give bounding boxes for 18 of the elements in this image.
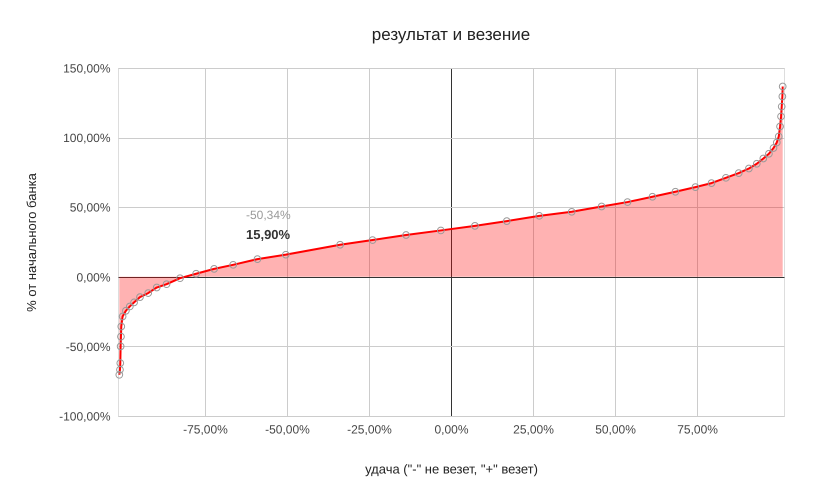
x-tick-label: -75,00% bbox=[183, 422, 228, 436]
chart-title: результат и везение bbox=[372, 25, 530, 44]
annotation: 15,90% bbox=[246, 227, 291, 242]
x-tick-label: 25,00% bbox=[513, 422, 554, 436]
y-tick-label: 100,00% bbox=[63, 131, 111, 146]
x-tick-label: 75,00% bbox=[677, 422, 718, 436]
y-tick-label: -50,00% bbox=[66, 340, 111, 354]
y-tick-label: 150,00% bbox=[63, 62, 111, 76]
x-tick-label: -50,00% bbox=[265, 422, 310, 436]
x-tick-label: 0,00% bbox=[434, 422, 469, 436]
annotation: -50,34% bbox=[246, 208, 292, 222]
y-tick-label: -100,00% bbox=[59, 410, 111, 424]
y-tick-label: 0,00% bbox=[76, 270, 111, 284]
y-axis-title: % от начального банка bbox=[24, 172, 40, 312]
x-tick-label: -25,00% bbox=[347, 422, 392, 436]
y-tick-label: 50,00% bbox=[70, 200, 111, 215]
x-tick-label: 50,00% bbox=[595, 422, 636, 436]
x-axis-title: удача ("-" не везет, "+" везет) bbox=[365, 462, 538, 476]
